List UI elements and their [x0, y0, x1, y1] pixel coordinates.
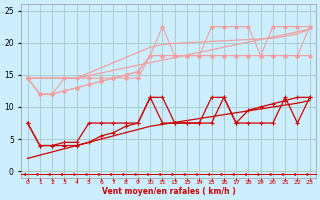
X-axis label: Vent moyen/en rafales ( km/h ): Vent moyen/en rafales ( km/h ) — [102, 187, 236, 196]
